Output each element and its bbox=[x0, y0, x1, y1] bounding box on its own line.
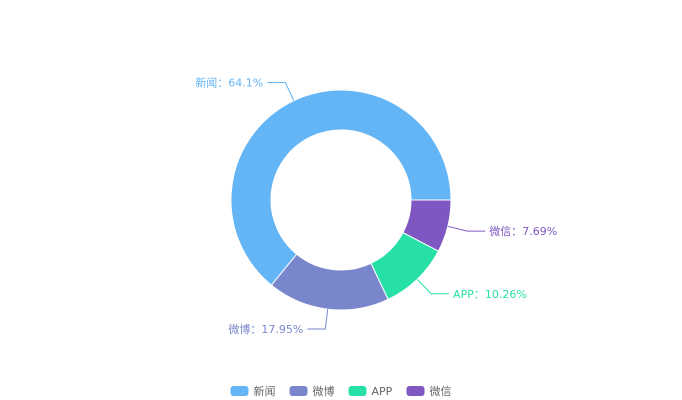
leader-line-news bbox=[267, 82, 295, 101]
legend-item-app[interactable]: APP bbox=[348, 385, 393, 398]
legend-label-weibo: 微博 bbox=[313, 384, 335, 398]
legend-label-app: APP bbox=[372, 385, 393, 398]
leader-line-weibo bbox=[307, 309, 329, 330]
legend-item-weibo[interactable]: 微博 bbox=[289, 384, 335, 398]
legend-label-wechat: 微信 bbox=[430, 384, 452, 398]
chart-leader-lines bbox=[267, 82, 486, 330]
slice-label-news: 新闻：64.1% bbox=[195, 76, 263, 90]
slice-label-wechat: 微信：7.69% bbox=[489, 224, 557, 238]
slice-label-weibo: 微博：17.95% bbox=[228, 322, 303, 336]
legend-swatch-weibo bbox=[289, 386, 308, 396]
slice-label-app: APP：10.26% bbox=[453, 288, 527, 301]
legend-item-news[interactable]: 新闻 bbox=[230, 384, 276, 398]
chart-legend: 新闻 微博 APP 微信 bbox=[230, 384, 452, 398]
legend-swatch-app bbox=[348, 386, 367, 396]
legend-item-wechat[interactable]: 微信 bbox=[406, 384, 452, 398]
chart-slices bbox=[230, 89, 452, 311]
leader-line-app bbox=[416, 278, 450, 295]
legend-swatch-news bbox=[230, 386, 249, 396]
legend-label-news: 新闻 bbox=[254, 384, 276, 398]
chart-slice-labels: 新闻：64.1% 微博：17.95% APP：10.26% 微信：7.69% bbox=[195, 76, 557, 337]
slice-wechat[interactable] bbox=[402, 199, 452, 252]
slice-news[interactable] bbox=[230, 89, 452, 286]
leader-line-wechat bbox=[447, 225, 486, 232]
legend-swatch-wechat bbox=[406, 386, 425, 396]
